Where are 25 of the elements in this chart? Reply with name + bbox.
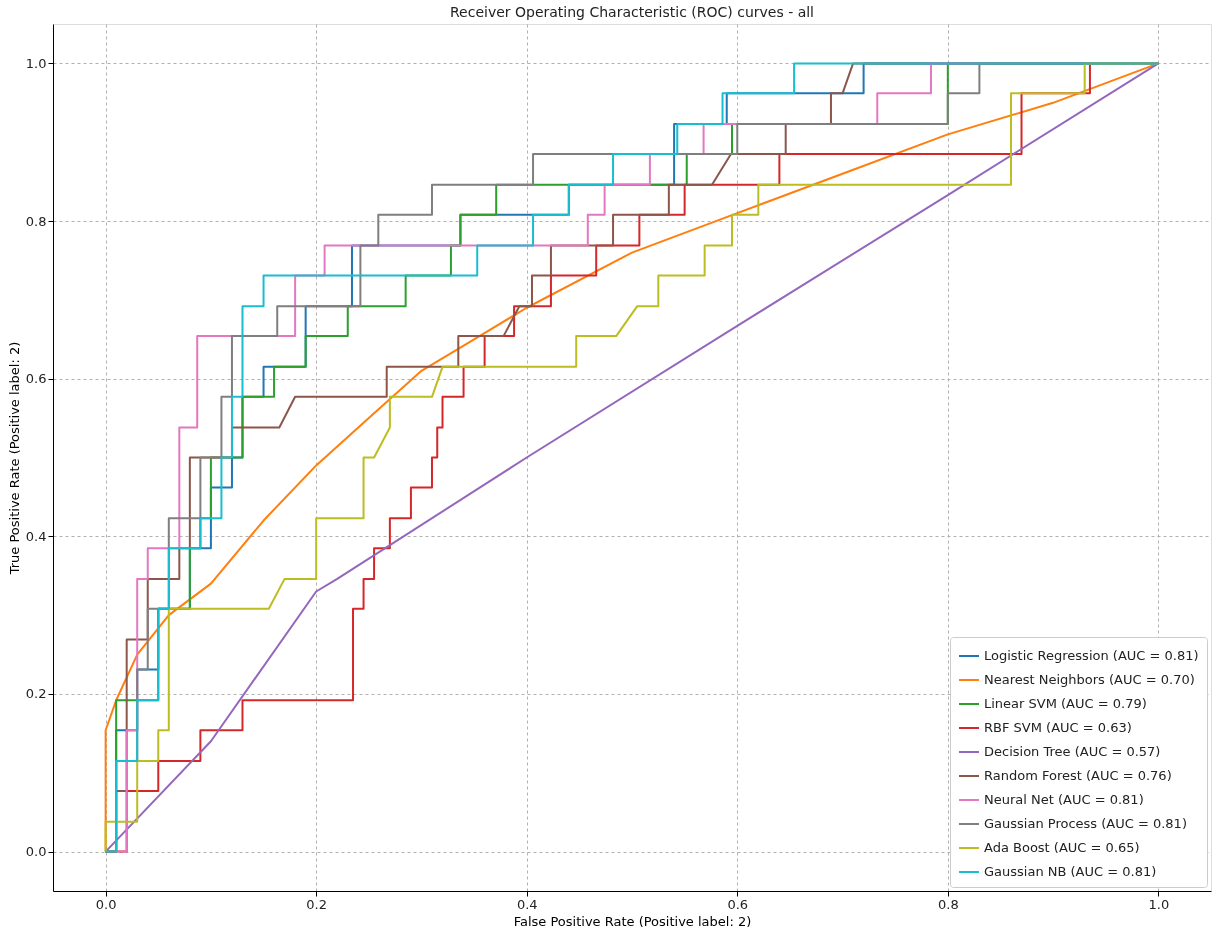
- legend-label: RBF SVM (AUC = 0.63): [984, 720, 1132, 735]
- legend-label: Neural Net (AUC = 0.81): [984, 792, 1144, 807]
- x-axis-title: False Positive Rate (Positive label: 2): [513, 913, 752, 929]
- y-tick-label: 0.6: [25, 371, 47, 387]
- y-tick-label: 1.0: [25, 55, 47, 71]
- legend-label: Random Forest (AUC = 0.76): [984, 768, 1172, 783]
- x-tick-label: 0.0: [95, 896, 117, 912]
- legend-label: Ada Boost (AUC = 0.65): [984, 840, 1140, 855]
- y-tick-label: 0.0: [25, 844, 47, 860]
- legend-label: Gaussian NB (AUC = 0.81): [984, 864, 1157, 879]
- y-tick-label: 0.2: [25, 686, 47, 702]
- x-tick-label: 0.8: [937, 896, 959, 912]
- legend-label: Linear SVM (AUC = 0.79): [984, 696, 1147, 711]
- y-tick-label: 0.4: [25, 528, 47, 544]
- x-tick-label: 0.4: [516, 896, 538, 912]
- legend-label: Nearest Neighbors (AUC = 0.70): [984, 672, 1195, 687]
- y-axis-title: True Positive Rate (Positive label: 2): [6, 341, 22, 576]
- y-tick-label: 0.8: [25, 213, 47, 229]
- x-tick-label: 0.2: [306, 896, 328, 912]
- chart-title: Receiver Operating Characteristic (ROC) curves - all: [449, 4, 815, 20]
- legend-label: Logistic Regression (AUC = 0.81): [984, 648, 1199, 663]
- x-tick-label: 0.6: [727, 896, 749, 912]
- legend-label: Gaussian Process (AUC = 0.81): [984, 816, 1187, 831]
- x-tick-label: 1.0: [1148, 896, 1170, 912]
- legend-label: Decision Tree (AUC = 0.57): [984, 744, 1161, 759]
